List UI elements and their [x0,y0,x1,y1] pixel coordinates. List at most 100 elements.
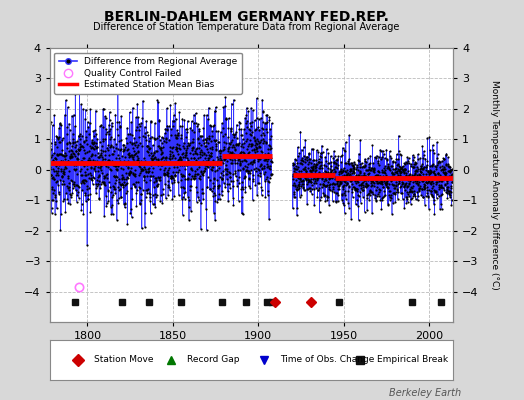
Point [249,178,257,184]
Point [181,152,190,158]
Point [428,174,436,181]
Point [314,159,322,166]
Point [373,172,381,178]
Point [308,181,316,188]
Point [129,181,138,187]
Point [46,166,54,172]
Point [137,166,146,172]
Point [366,166,375,173]
Point [192,159,200,165]
Point [350,170,358,177]
Point [421,155,430,162]
Point [53,177,61,184]
Point [140,161,148,167]
Point [337,159,345,166]
Point [101,156,109,162]
Point [370,174,379,180]
Point [304,150,313,156]
Point [94,154,103,160]
Point [206,186,214,193]
Point [109,192,117,198]
Point [362,174,370,180]
Point [174,151,182,158]
Point [379,172,387,179]
Point [390,166,399,172]
Point [301,158,309,165]
Point [130,184,139,190]
Point [160,170,169,177]
Point [229,194,237,201]
Point [56,120,64,127]
Point [157,145,165,152]
Point [193,188,202,195]
Point [416,185,424,191]
Point [149,156,157,162]
Point [84,124,92,130]
Point [348,184,357,190]
Point [178,173,187,179]
Point [297,170,305,177]
Point [211,108,219,115]
Point [134,179,143,186]
Point [310,173,319,180]
Point [356,168,364,175]
Point [93,160,101,166]
Point [331,168,340,175]
Point [136,191,145,198]
Point [152,183,161,190]
Point [315,170,323,176]
Point [218,176,226,182]
Point [57,166,66,172]
Point [385,167,394,174]
Point [305,155,313,162]
Point [112,154,120,161]
Point [428,192,436,199]
Point [180,185,189,192]
Point [149,173,158,179]
Point [362,184,370,190]
Point [220,157,228,164]
Point [294,153,302,160]
Point [351,186,359,192]
Point [434,170,442,176]
Point [73,150,82,156]
Point [149,160,157,166]
Point [113,126,122,132]
Point [107,166,115,173]
Point [119,174,127,180]
Point [350,165,358,172]
Point [207,166,215,172]
Point [167,173,175,180]
Point [392,162,401,168]
Point [432,189,440,195]
Point [235,126,244,132]
Point [132,139,140,145]
Point [189,144,197,150]
Point [140,173,148,180]
Point [235,174,243,180]
Point [294,181,303,187]
Point [319,180,328,187]
Point [328,170,336,177]
Point [290,179,298,186]
Point [295,150,303,156]
Point [241,174,249,180]
Point [170,172,179,178]
Point [326,175,334,182]
Point [215,174,224,180]
Point [55,134,63,140]
Point [83,161,91,168]
Point [439,174,447,180]
Point [265,216,273,222]
Point [260,132,269,138]
Point [66,153,74,160]
Point [332,157,340,164]
Point [144,186,152,192]
Point [127,152,136,158]
Point [147,133,156,140]
Point [118,161,127,168]
Point [258,119,267,125]
Point [107,204,115,210]
Point [196,133,204,139]
Point [399,184,408,190]
